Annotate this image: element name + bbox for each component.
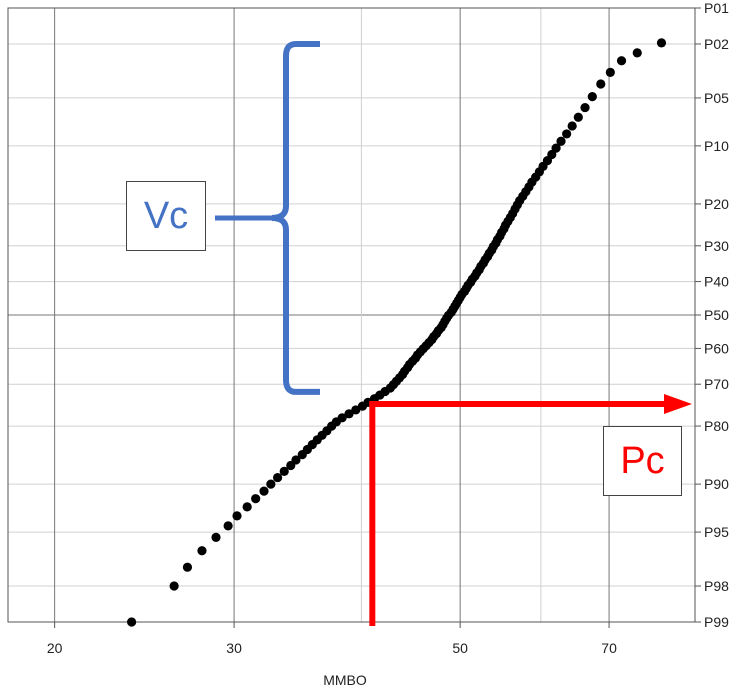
pc-label-box: Pc <box>603 426 682 496</box>
data-point <box>556 136 566 146</box>
y-tick-label: P80 <box>704 418 729 434</box>
y-tick-label: P99 <box>704 614 729 630</box>
data-point <box>632 48 642 58</box>
y-tick-label: P90 <box>704 476 729 492</box>
data-point <box>266 479 276 489</box>
data-point <box>223 521 233 531</box>
x-tick-label: 70 <box>601 640 617 656</box>
data-point <box>279 466 289 476</box>
data-point <box>272 472 283 483</box>
data-point <box>169 581 179 591</box>
y-tick-label: P40 <box>704 274 729 290</box>
pc-arrowhead <box>664 394 692 415</box>
x-tick-label: 20 <box>47 640 63 656</box>
data-point <box>291 455 301 465</box>
data-point <box>567 121 577 131</box>
y-tick-label: P98 <box>704 578 729 594</box>
y-axis: P01 P02 P05 P10 P20 P30 P40 P50 P60 P70 P80 P90 P95 P… <box>695 0 729 630</box>
data-points <box>127 38 667 627</box>
data-point <box>211 532 221 542</box>
data-point <box>337 413 347 423</box>
data-point <box>251 494 261 504</box>
data-point <box>656 38 667 48</box>
x-tick-label: 50 <box>452 640 468 656</box>
y-tick-label: P30 <box>704 238 729 254</box>
data-point <box>596 79 606 89</box>
y-tick-label: P95 <box>704 524 729 540</box>
y-tick-label: P10 <box>704 138 729 154</box>
y-tick-label: P20 <box>704 196 729 212</box>
y-tick-label: P01 <box>704 0 729 16</box>
y-tick-label: P02 <box>704 36 729 52</box>
data-point <box>587 92 597 102</box>
vc-label: Vc <box>143 194 189 237</box>
data-point <box>127 617 137 627</box>
y-tick-label: P05 <box>704 90 729 106</box>
data-point <box>259 486 269 496</box>
data-point <box>616 56 627 66</box>
data-point <box>197 546 207 556</box>
x-tick-label: 30 <box>226 640 242 656</box>
x-axis-title: MMBO <box>323 672 367 688</box>
data-point <box>562 129 572 139</box>
data-point <box>605 67 615 77</box>
pc-label: Pc <box>620 439 665 482</box>
vc-label-box: Vc <box>126 181 206 251</box>
data-point <box>344 409 354 419</box>
y-tick-label: P50 <box>704 307 729 323</box>
data-point <box>242 502 252 512</box>
data-point <box>351 405 361 415</box>
data-point <box>182 562 193 572</box>
data-point <box>573 112 583 122</box>
y-tick-label: P70 <box>704 376 729 392</box>
data-point <box>580 102 590 113</box>
x-axis: 20 30 50 70 <box>47 622 617 656</box>
data-point <box>232 511 242 521</box>
data-point <box>551 143 561 153</box>
y-tick-label: P60 <box>704 340 729 356</box>
